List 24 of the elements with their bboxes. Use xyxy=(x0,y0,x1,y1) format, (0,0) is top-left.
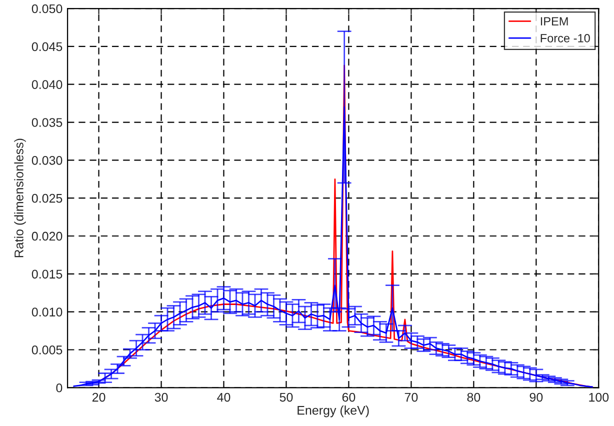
y-tick-label: 0 xyxy=(56,383,62,392)
x-tick-label: 50 xyxy=(280,392,293,402)
x-tick-label: 60 xyxy=(342,392,356,402)
y-tick-label: 0.040 xyxy=(32,80,62,89)
x-tick-label: 40 xyxy=(217,392,230,402)
x-tick-label: 90 xyxy=(530,392,543,402)
y-tick-label: 0.005 xyxy=(32,346,62,354)
y-tick-label: 0.010 xyxy=(32,308,62,316)
y-tick-label: 0.050 xyxy=(32,4,62,14)
y-tick-label: 0.020 xyxy=(32,232,62,241)
x-tick-label: 20 xyxy=(92,392,106,402)
y-tick-label: 0.045 xyxy=(32,42,62,52)
y-tick-label: 0.025 xyxy=(32,194,62,203)
x-tick-label: 100 xyxy=(589,392,609,402)
y-tick-label: 0.035 xyxy=(32,118,62,127)
x-tick-label: 80 xyxy=(467,392,480,402)
legend-label: Force -10 xyxy=(540,34,590,42)
x-tick-label: 30 xyxy=(154,392,168,402)
x-tick-label: 70 xyxy=(404,392,418,402)
y-tick-label: 0.030 xyxy=(32,156,62,165)
y-tick-label: 0.015 xyxy=(32,270,62,279)
legend-label: IPEM xyxy=(540,17,568,26)
x-axis-title: Energy (keV) xyxy=(298,406,369,418)
y-axis-title: Ratio (dimensionless) xyxy=(14,138,26,258)
